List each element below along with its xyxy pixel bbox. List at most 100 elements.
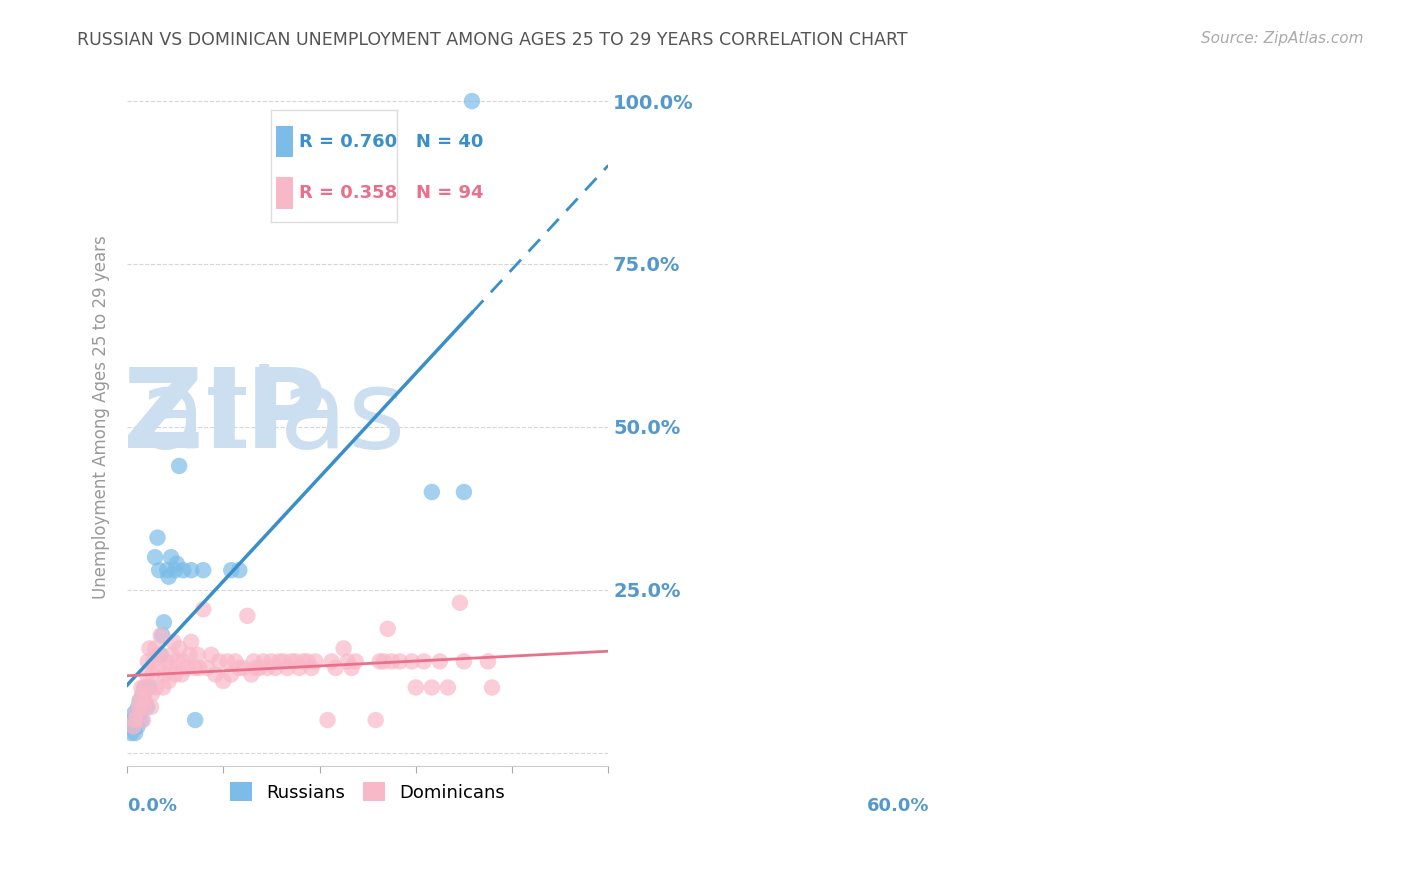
Text: atlas: atlas [138, 364, 406, 471]
Point [166, 654, 188, 668]
Point [437, 681, 460, 695]
Point [143, 641, 166, 656]
Point [325, 661, 347, 675]
Text: ZIP: ZIP [124, 364, 326, 471]
Point [204, 667, 226, 681]
Point [193, 563, 215, 577]
Point [304, 654, 326, 668]
Point [381, 654, 404, 668]
Point [260, 654, 283, 668]
Point [193, 602, 215, 616]
Point [138, 681, 160, 695]
Point [143, 550, 166, 565]
Point [336, 654, 359, 668]
Point [180, 563, 202, 577]
Point [132, 687, 155, 701]
Point [420, 485, 443, 500]
Point [121, 720, 143, 734]
Point [139, 700, 162, 714]
Point [228, 563, 250, 577]
Point [132, 713, 155, 727]
Point [316, 713, 339, 727]
Point [166, 557, 188, 571]
Point [134, 681, 156, 695]
Point [180, 635, 202, 649]
Point [127, 700, 149, 714]
Point [132, 700, 155, 714]
Point [276, 661, 298, 675]
Point [167, 458, 190, 473]
Point [461, 94, 484, 108]
Point [412, 654, 434, 668]
Point [340, 661, 363, 675]
Point [125, 713, 148, 727]
Point [481, 681, 503, 695]
Point [122, 713, 145, 727]
Point [148, 648, 170, 662]
Point [142, 667, 165, 681]
Text: 60.0%: 60.0% [866, 797, 929, 815]
Point [142, 654, 165, 668]
Point [128, 706, 150, 721]
Point [125, 706, 148, 721]
Point [247, 661, 270, 675]
Point [256, 661, 278, 675]
Point [150, 628, 173, 642]
Point [236, 608, 259, 623]
Point [288, 661, 311, 675]
Point [297, 654, 319, 668]
Point [224, 654, 246, 668]
Point [200, 648, 222, 662]
Point [160, 550, 183, 565]
Point [165, 563, 187, 577]
Point [242, 654, 264, 668]
Point [344, 654, 367, 668]
Point [138, 641, 160, 656]
Point [152, 681, 174, 695]
Point [149, 628, 172, 642]
Y-axis label: Unemployment Among Ages 25 to 29 years: Unemployment Among Ages 25 to 29 years [93, 235, 110, 599]
Point [280, 654, 302, 668]
Point [157, 673, 180, 688]
Point [127, 720, 149, 734]
Point [125, 706, 148, 721]
Point [167, 641, 190, 656]
Point [420, 681, 443, 695]
Point [131, 713, 153, 727]
Point [373, 654, 395, 668]
Point [136, 700, 159, 714]
Point [136, 667, 159, 681]
Point [195, 661, 218, 675]
Point [146, 661, 169, 675]
Point [269, 654, 291, 668]
Point [146, 531, 169, 545]
Point [187, 648, 209, 662]
Point [252, 654, 274, 668]
Point [159, 661, 181, 675]
Point [453, 485, 475, 500]
Point [153, 615, 176, 630]
Point [301, 661, 323, 675]
Point [184, 713, 207, 727]
Point [131, 681, 153, 695]
Point [172, 654, 194, 668]
Point [128, 693, 150, 707]
Point [188, 661, 211, 675]
Point [405, 681, 427, 695]
Point [453, 654, 475, 668]
Point [120, 726, 142, 740]
Point [332, 641, 354, 656]
Point [245, 661, 267, 675]
Point [134, 681, 156, 695]
Point [217, 654, 239, 668]
Point [292, 654, 315, 668]
Point [124, 726, 146, 740]
Point [141, 687, 163, 701]
Point [321, 654, 343, 668]
Point [128, 700, 150, 714]
Point [184, 661, 207, 675]
Point [157, 570, 180, 584]
Point [176, 661, 198, 675]
Point [149, 648, 172, 662]
Text: 0.0%: 0.0% [127, 797, 177, 815]
